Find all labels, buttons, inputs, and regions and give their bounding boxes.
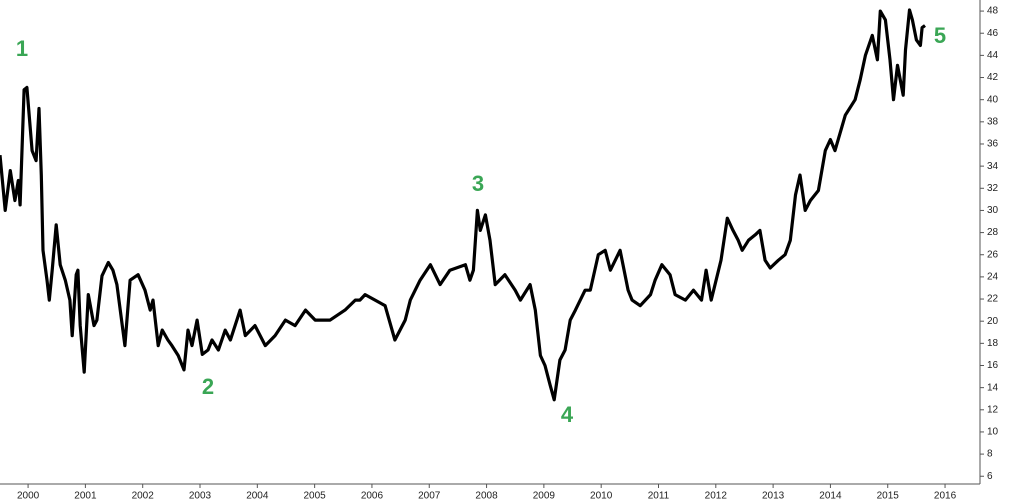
y-tick-label: 38 [987, 116, 999, 127]
x-tick-label: 2010 [590, 491, 613, 502]
wave-label: 5 [934, 23, 946, 48]
y-tick-label: 18 [987, 338, 999, 349]
price-line [0, 8, 926, 402]
y-tick-label: 40 [987, 94, 999, 105]
y-tick-label: 6 [987, 471, 993, 482]
y-tick-label: 36 [987, 139, 999, 150]
x-tick-label: 2012 [705, 491, 728, 502]
y-tick-label: 20 [987, 316, 999, 327]
y-tick-label: 42 [987, 72, 999, 83]
wave-label: 3 [472, 171, 484, 196]
y-tick-label: 44 [987, 50, 999, 61]
wave-label: 1 [16, 36, 28, 61]
x-tick-label: 2005 [304, 491, 327, 502]
y-tick-label: 32 [987, 183, 999, 194]
y-tick-label: 30 [987, 205, 999, 216]
y-tick-label: 14 [987, 382, 999, 393]
x-tick-label: 2001 [74, 491, 97, 502]
y-tick-label: 22 [987, 294, 999, 305]
wave-label: 4 [561, 402, 574, 427]
y-tick-label: 16 [987, 360, 999, 371]
x-tick-label: 2008 [475, 491, 498, 502]
x-tick-label: 2015 [877, 491, 900, 502]
x-tick-label: 2002 [132, 491, 155, 502]
y-tick-label: 8 [987, 449, 993, 460]
x-tick-label: 2004 [246, 491, 269, 502]
x-tick-label: 2013 [762, 491, 785, 502]
x-tick-label: 2014 [819, 491, 842, 502]
wave-label: 2 [202, 374, 214, 399]
x-tick-label: 2007 [418, 491, 441, 502]
x-tick-label: 2016 [934, 491, 957, 502]
y-tick-label: 26 [987, 249, 999, 260]
y-tick-label: 12 [987, 404, 999, 415]
y-tick-label: 48 [987, 6, 999, 17]
y-tick-label: 24 [987, 272, 999, 283]
x-tick-label: 2011 [648, 491, 670, 502]
x-tick-label: 2000 [17, 491, 40, 502]
x-tick-label: 2006 [361, 491, 384, 502]
y-tick-label: 34 [987, 161, 999, 172]
y-tick-label: 10 [987, 427, 999, 438]
x-tick-label: 2009 [533, 491, 556, 502]
y-tick-label: 28 [987, 227, 999, 238]
y-tick-label: 46 [987, 28, 999, 39]
x-tick-label: 2003 [189, 491, 212, 502]
